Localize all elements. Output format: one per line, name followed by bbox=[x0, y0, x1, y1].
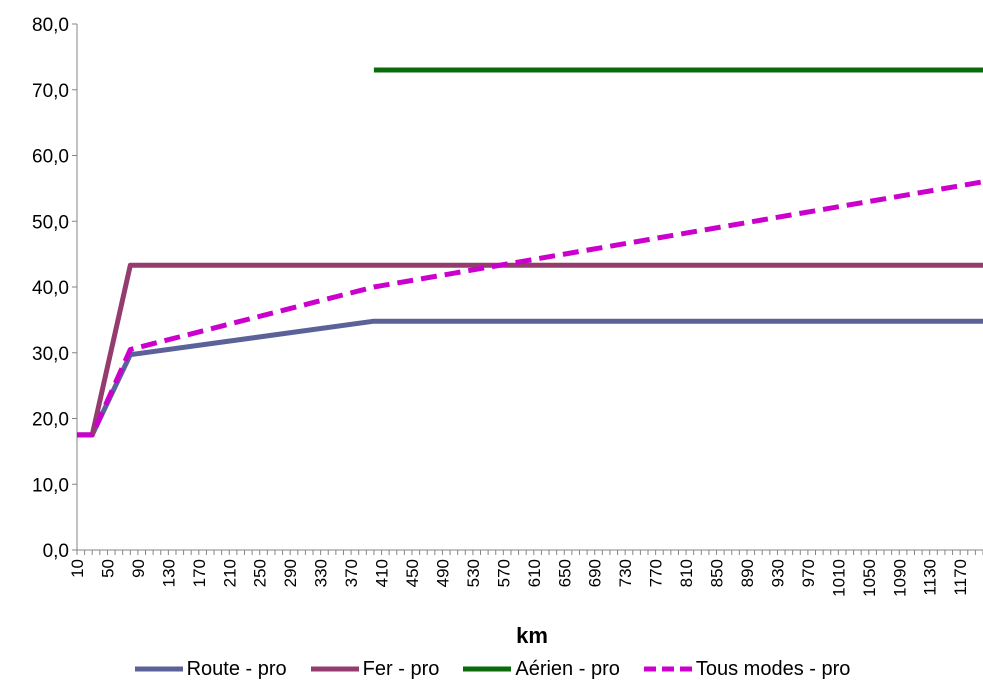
x-tick-label: 570 bbox=[494, 559, 513, 587]
x-tick-label: 210 bbox=[220, 559, 239, 587]
x-tick-label: 810 bbox=[677, 559, 696, 587]
x-tick-label: 10 bbox=[68, 559, 87, 578]
y-tick-label: 80,0 bbox=[32, 15, 69, 36]
y-tick-label: 50,0 bbox=[32, 212, 69, 233]
x-tick-label: 450 bbox=[403, 559, 422, 587]
x-tick-label: 170 bbox=[190, 559, 209, 587]
x-tick-label: 50 bbox=[98, 559, 117, 578]
legend-swatch bbox=[310, 666, 359, 672]
y-tick-label: 10,0 bbox=[32, 475, 69, 496]
legend-label: Route - pro bbox=[186, 657, 287, 680]
x-tick-label: 1170 bbox=[951, 559, 970, 596]
x-tick-label: 130 bbox=[159, 559, 178, 587]
x-tick-label: 770 bbox=[647, 559, 666, 587]
legend-label: Aérien - pro bbox=[515, 657, 620, 680]
legend-item: Route - pro bbox=[133, 658, 287, 681]
x-tick-label: 1050 bbox=[860, 559, 879, 597]
x-tick-label: 730 bbox=[616, 559, 635, 587]
legend: Route - pro Fer - pro Aérien - pro Tous mod… bbox=[0, 654, 983, 684]
x-tick-label: 610 bbox=[525, 559, 544, 587]
x-tick-label: 1010 bbox=[829, 559, 848, 597]
x-tick-label: 370 bbox=[342, 559, 361, 587]
x-axis: 10 50 90 130 170 210 250 290 330 370 410 450 490 530 5… bbox=[68, 549, 983, 597]
legend-swatch bbox=[643, 666, 692, 672]
x-tick-label: 410 bbox=[373, 559, 392, 587]
series-route-pro bbox=[77, 318, 983, 438]
x-tick-label: 330 bbox=[312, 559, 331, 587]
series-tous-modes-pro bbox=[77, 179, 983, 438]
legend-item: Fer - pro bbox=[309, 657, 440, 681]
x-tick-label: 90 bbox=[129, 559, 148, 578]
legend-swatch bbox=[463, 666, 512, 672]
x-tick-label: 490 bbox=[433, 559, 452, 587]
y-tick-label: 0,0 bbox=[43, 541, 69, 562]
x-axis-title: km bbox=[516, 623, 548, 648]
x-tick-label: 690 bbox=[586, 559, 605, 587]
series-fer-pro bbox=[77, 262, 983, 438]
y-tick-label: 20,0 bbox=[32, 410, 69, 431]
legend-swatch bbox=[134, 666, 183, 672]
legend-item: Tous modes - pro bbox=[642, 657, 851, 681]
x-tick-label: 930 bbox=[768, 559, 787, 587]
y-tick-label: 40,0 bbox=[32, 278, 69, 299]
y-axis: 0,0 10,0 20,0 30,0 40,0 50,0 60,0 70,0 80,0 bbox=[32, 15, 78, 562]
x-tick-label: 290 bbox=[281, 559, 300, 587]
x-tick-label: 250 bbox=[251, 559, 270, 587]
y-tick-label: 70,0 bbox=[32, 81, 69, 102]
x-tick-label: 850 bbox=[708, 559, 727, 587]
legend-item: Aérien - pro bbox=[461, 658, 620, 681]
y-tick-label: 30,0 bbox=[32, 344, 69, 365]
series-layer bbox=[77, 67, 983, 438]
legend-label: Tous modes - pro bbox=[695, 657, 851, 680]
x-tick-label: 530 bbox=[464, 559, 483, 587]
x-tick-label: 1090 bbox=[890, 559, 909, 597]
x-tick-label: 970 bbox=[799, 559, 818, 587]
x-tick-label: 650 bbox=[555, 559, 574, 587]
legend-label: Fer - pro bbox=[362, 657, 440, 680]
y-tick-label: 60,0 bbox=[32, 147, 69, 168]
x-tick-label: 1130 bbox=[921, 559, 940, 596]
x-tick-label: 890 bbox=[738, 559, 757, 587]
